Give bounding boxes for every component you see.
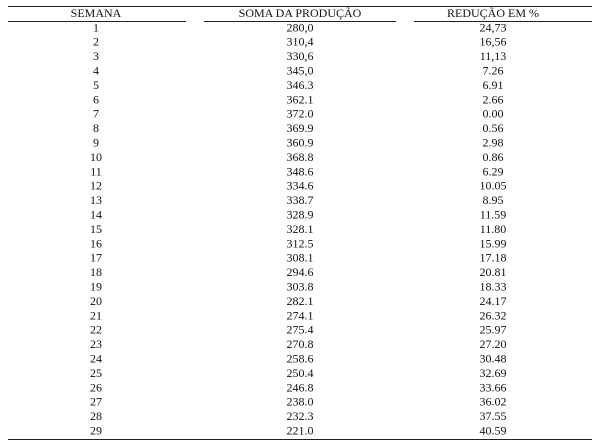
cell: 28	[90, 409, 102, 423]
cell: 2.98	[483, 135, 504, 149]
cell: 20	[90, 294, 102, 308]
cell: 274.1	[287, 308, 314, 322]
cell: 30.48	[480, 351, 507, 365]
cell: 10.05	[480, 179, 507, 193]
cell: 280,0	[287, 20, 314, 34]
cell: 338.7	[287, 193, 314, 207]
cell: 345,0	[287, 63, 314, 77]
cell: 36.02	[480, 395, 507, 409]
cell: 294.6	[287, 265, 314, 279]
cell: 22	[90, 323, 102, 337]
cell: 24,73	[480, 20, 507, 34]
cell: 250.4	[287, 366, 314, 380]
cell: 11.80	[480, 222, 507, 236]
cell: 9	[93, 135, 99, 149]
cell: 37.55	[480, 409, 507, 423]
cell: 0.00	[483, 107, 504, 121]
cell: 8.95	[483, 193, 504, 207]
cell: 18.33	[480, 279, 507, 293]
cell: 346.3	[287, 78, 314, 92]
cell: 12	[90, 179, 102, 193]
cell: 0.56	[483, 121, 504, 135]
cell: 7.26	[483, 63, 504, 77]
header-cell: SOMA DA PRODUÇÃO	[239, 6, 362, 20]
cell: 6	[93, 92, 99, 106]
cell: 7	[93, 107, 99, 121]
cell: 238.0	[287, 395, 314, 409]
cell: 368.8	[287, 150, 314, 164]
cell: 10	[90, 150, 102, 164]
cell: 11	[90, 164, 102, 178]
header-cell: REDUÇÃO EM %	[447, 6, 539, 20]
cell: 40.59	[480, 423, 507, 437]
cell: 11,13	[480, 49, 507, 63]
cell: 19	[90, 279, 102, 293]
cell: 232.3	[287, 409, 314, 423]
cell: 17	[90, 251, 102, 265]
cell: 33.66	[480, 380, 507, 394]
header-cell: SEMANA	[71, 6, 122, 20]
cell: 6.29	[483, 164, 504, 178]
cell: 6.91	[483, 78, 504, 92]
cell: 14	[90, 207, 102, 221]
cell: 3	[93, 49, 99, 63]
cell: 26	[90, 380, 102, 394]
cell: 27.20	[480, 337, 507, 351]
cell: 258.6	[287, 351, 314, 365]
cell: 21	[90, 308, 102, 322]
cell: 16	[90, 236, 102, 250]
cell: 310,4	[287, 35, 314, 49]
cell: 334.6	[287, 179, 314, 193]
cell: 27	[90, 395, 102, 409]
cell: 348.6	[287, 164, 314, 178]
cell: 15.99	[480, 236, 507, 250]
cell: 2.66	[483, 92, 504, 106]
cell: 275.4	[287, 323, 314, 337]
cell: 25.97	[480, 323, 507, 337]
cell: 8	[93, 121, 99, 135]
cell: 20.81	[480, 265, 507, 279]
cell: 328.9	[287, 207, 314, 221]
cell: 282.1	[287, 294, 314, 308]
cell: 270.8	[287, 337, 314, 351]
cell: 2	[93, 35, 99, 49]
cell: 29	[90, 423, 102, 437]
cell: 308.1	[287, 251, 314, 265]
cell: 32.69	[480, 366, 507, 380]
cell: 372.0	[287, 107, 314, 121]
cell: 369.9	[287, 121, 314, 135]
cell: 15	[90, 222, 102, 236]
cell: 24.17	[480, 294, 507, 308]
cell: 246.8	[287, 380, 314, 394]
cell: 26.32	[480, 308, 507, 322]
cell: 303.8	[287, 279, 314, 293]
cell: 23	[90, 337, 102, 351]
cell: 1	[93, 20, 99, 34]
cell: 328.1	[287, 222, 314, 236]
cell: 330,6	[287, 49, 314, 63]
cell: 4	[93, 63, 99, 77]
cell: 16,56	[480, 35, 507, 49]
cell: 221.0	[287, 423, 314, 437]
cell: 5	[93, 78, 99, 92]
cell: 0.86	[483, 150, 504, 164]
cell: 25	[90, 366, 102, 380]
cell: 18	[90, 265, 102, 279]
cell: 360.9	[287, 135, 314, 149]
cell: 362.1	[287, 92, 314, 106]
cell: 17.18	[480, 251, 507, 265]
cell: 312.5	[287, 236, 314, 250]
cell: 24	[90, 351, 102, 365]
cell: 11.59	[480, 207, 507, 221]
cell: 13	[90, 193, 102, 207]
